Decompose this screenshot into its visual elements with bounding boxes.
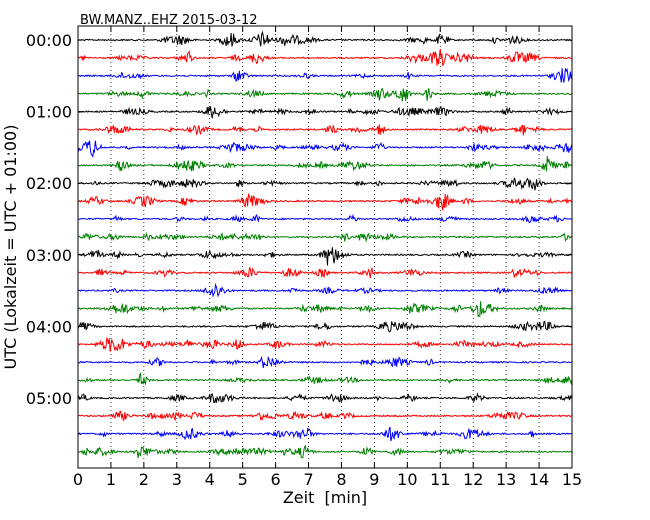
x-tick-label: 10 [397, 470, 417, 489]
trace-0245 [77, 231, 573, 243]
x-tick-label: 3 [172, 470, 182, 489]
trace-0100 [77, 106, 573, 119]
x-tick-label: 4 [205, 470, 215, 489]
trace-0500 [77, 392, 573, 404]
trace-0115 [77, 124, 573, 136]
y-tick-label: 02:00 [26, 174, 72, 193]
x-tick-label: 12 [463, 470, 483, 489]
x-tick-label: 15 [562, 470, 582, 489]
trace-0345 [77, 301, 573, 318]
trace-0445 [77, 372, 573, 386]
x-tick-label: 6 [271, 470, 281, 489]
trace-0515 [77, 410, 573, 422]
y-axis-label: UTC (Lokalzeit = UTC + 01:00) [1, 125, 20, 370]
trace-0300 [77, 247, 573, 266]
chart-title: BW.MANZ..EHZ 2015-03-12 [80, 13, 258, 28]
trace-0015 [77, 48, 573, 67]
trace-0130 [77, 140, 573, 158]
trace-0400 [77, 320, 573, 333]
x-tick-label: 11 [430, 470, 450, 489]
x-tick-label: 13 [496, 470, 516, 489]
trace-0415 [77, 336, 573, 352]
y-tick-label: 04:00 [26, 317, 72, 336]
plot-frame [77, 25, 573, 469]
trace-0145 [77, 156, 573, 172]
x-axis-ticks: 0 1 2 3 4 5 6 7 8 9 10 11 12 13 14 15 [73, 26, 582, 489]
x-tick-label: 14 [529, 470, 549, 489]
x-tick-label: 8 [336, 470, 346, 489]
trace-0430 [77, 355, 573, 369]
x-tick-label: 5 [238, 470, 248, 489]
trace-0030 [77, 67, 573, 83]
y-axis-ticks: 00:00 01:00 02:00 03:00 04:00 05:00 [26, 31, 572, 408]
trace-0000 [77, 30, 573, 47]
y-tick-label: 05:00 [26, 389, 72, 408]
x-tick-label: 7 [303, 470, 313, 489]
trace-0230 [77, 213, 573, 224]
trace-0215 [77, 192, 573, 211]
trace-0545 [77, 444, 573, 459]
y-tick-label: 01:00 [26, 103, 72, 122]
x-tick-label: 0 [73, 470, 83, 489]
y-tick-label: 00:00 [26, 31, 72, 50]
trace-0530 [77, 426, 573, 442]
y-tick-label: 03:00 [26, 246, 72, 265]
vertical-grid [110, 26, 540, 468]
trace-0045 [77, 88, 573, 102]
x-tick-label: 2 [139, 470, 149, 489]
x-tick-label: 9 [369, 470, 379, 489]
trace-0315 [77, 266, 573, 279]
trace-0200 [77, 177, 573, 191]
x-axis-label: Zeit [min] [283, 488, 367, 507]
trace-0330 [77, 282, 573, 298]
trace-group [77, 30, 573, 459]
x-tick-label: 1 [106, 470, 116, 489]
